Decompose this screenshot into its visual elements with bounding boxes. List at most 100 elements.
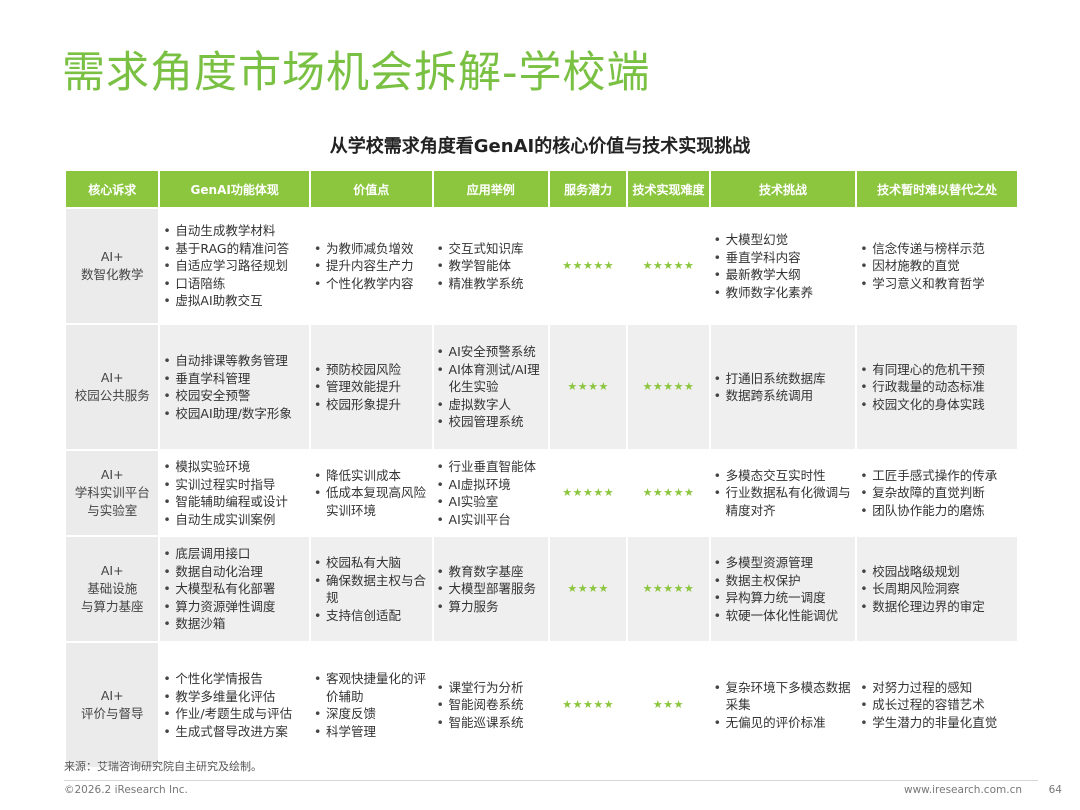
demand-line: AI+ bbox=[100, 563, 124, 578]
values-list: 校园私有大脑确保数据主权与合规支持信创适配 bbox=[314, 554, 429, 624]
table-row: AI+ 数智化教学 自动生成教学材料基于RAG的精准问答自适应学习路径规划口语陪练虚… bbox=[66, 207, 1017, 323]
difficulty-rating: ★★★★★ bbox=[628, 323, 709, 449]
list-item: 科学管理 bbox=[314, 723, 429, 741]
service-potential-rating: ★★★★ bbox=[550, 535, 627, 641]
service-potential-rating: ★★★★ bbox=[550, 323, 627, 449]
list-item: 信念传递与榜样示范 bbox=[860, 240, 1014, 258]
list-item: 成长过程的容错艺术 bbox=[860, 696, 1014, 714]
challenges-cell: 大模型幻觉垂直学科内容最新教学大纲教师数字化素养 bbox=[710, 207, 856, 323]
list-item: 虚拟AI助教交互 bbox=[163, 292, 306, 310]
values-list: 预防校园风险管理效能提升校园形象提升 bbox=[314, 361, 429, 414]
list-item: 自动生成教学材料 bbox=[163, 222, 306, 240]
list-item: 行业数据私有化微调与精度对齐 bbox=[714, 484, 853, 519]
list-item: 有同理心的危机干预 bbox=[860, 361, 1014, 379]
list-item: 教育数字基座 bbox=[437, 563, 545, 581]
list-item: 基于RAG的精准问答 bbox=[163, 240, 306, 258]
table-title: 从学校需求角度看GenAI的核心价值与技术实现挑战 bbox=[329, 136, 751, 157]
list-item: 大模型幻觉 bbox=[714, 231, 853, 249]
list-item: 深度反馈 bbox=[314, 705, 429, 723]
list-item: 支持信创适配 bbox=[314, 607, 429, 625]
list-item: 确保数据主权与合规 bbox=[314, 572, 429, 607]
page-title: 需求角度市场机会拆解-学校端 bbox=[62, 48, 651, 98]
list-item: 异构算力统一调度 bbox=[714, 589, 853, 607]
list-item: AI实训平台 bbox=[437, 511, 545, 529]
challenges-list: 复杂环境下多模态数据采集无偏见的评价标准 bbox=[714, 679, 853, 732]
challenges-list: 打通旧系统数据库数据跨系统调用 bbox=[714, 370, 853, 405]
list-item: 大模型私有化部署 bbox=[163, 580, 306, 598]
difficulty-rating: ★★★★★ bbox=[628, 535, 709, 641]
examples-cell: AI安全预警系统AI体育测试/AI理化生实验虚拟数字人校园管理系统 bbox=[433, 323, 548, 449]
list-item: 作业/考题生成与评估 bbox=[163, 705, 306, 723]
service-potential-rating: ★★★★★ bbox=[550, 449, 627, 535]
list-item: 垂直学科管理 bbox=[163, 370, 306, 388]
list-item: 校园形象提升 bbox=[314, 396, 429, 414]
table-row: AI+ 评价与督导 个性化学情报告教学多维量化评估作业/考题生成与评估生成式督导改进… bbox=[66, 641, 1017, 767]
irreplaceable-list: 对努力过程的感知成长过程的容错艺术学生潜力的非量化直觉 bbox=[860, 679, 1014, 732]
demand-line: AI+ bbox=[100, 370, 124, 385]
values-list: 客观快捷量化的评价辅助深度反馈科学管理 bbox=[314, 670, 429, 740]
list-item: 工匠手感式操作的传承 bbox=[860, 467, 1014, 485]
service-potential-rating: ★★★★★ bbox=[550, 207, 627, 323]
list-item: 数据自动化治理 bbox=[163, 563, 306, 581]
list-item: AI实验室 bbox=[437, 493, 545, 511]
list-item: 大模型部署服务 bbox=[437, 580, 545, 598]
demand-line: 数智化教学 bbox=[80, 267, 144, 282]
demand-cell: AI+ 学科实训平台 与实验室 bbox=[66, 449, 159, 535]
list-item: 教学智能体 bbox=[437, 257, 545, 275]
list-item: 智能巡课系统 bbox=[437, 714, 545, 732]
examples-cell: 教育数字基座大模型部署服务算力服务 bbox=[433, 535, 548, 641]
irreplaceable-list: 工匠手感式操作的传承复杂故障的直觉判断团队协作能力的磨炼 bbox=[860, 467, 1014, 520]
list-item: 打通旧系统数据库 bbox=[714, 370, 853, 388]
features-cell: 个性化学情报告教学多维量化评估作业/考题生成与评估生成式督导改进方案 bbox=[160, 641, 310, 767]
list-item: 实训过程实时指导 bbox=[163, 476, 306, 494]
list-item: 数据主权保护 bbox=[714, 572, 853, 590]
list-item: 校园文化的身体实践 bbox=[860, 396, 1014, 414]
demand-line: AI+ bbox=[100, 467, 124, 482]
demand-cell: AI+ 数智化教学 bbox=[66, 207, 159, 323]
column-header: 技术实现难度 bbox=[628, 171, 709, 207]
list-item: 个性化学情报告 bbox=[163, 670, 306, 688]
page-number: 64 bbox=[1048, 784, 1062, 796]
values-list: 降低实训成本低成本复现高风险实训环境 bbox=[314, 467, 429, 520]
column-header: 价值点 bbox=[311, 171, 432, 207]
table-header-row: 核心诉求 GenAI功能体现 价值点 应用举例 服务潜力 技术实现难度 技术挑战… bbox=[66, 171, 1017, 207]
list-item: 低成本复现高风险实训环境 bbox=[314, 484, 429, 519]
examples-list: 教育数字基座大模型部署服务算力服务 bbox=[437, 563, 545, 616]
list-item: 垂直学科内容 bbox=[714, 249, 853, 267]
list-item: 校园私有大脑 bbox=[314, 554, 429, 572]
examples-list: 行业垂直智能体AI虚拟环境AI实验室AI实训平台 bbox=[437, 458, 545, 528]
list-item: 预防校园风险 bbox=[314, 361, 429, 379]
list-item: 提升内容生产力 bbox=[314, 257, 429, 275]
list-item: 校园安全预警 bbox=[163, 387, 306, 405]
footer-website: www.iresearch.com.cn bbox=[903, 784, 1022, 796]
list-item: AI虚拟环境 bbox=[437, 476, 545, 494]
footer-copyright: ©2026.2 iResearch Inc. bbox=[64, 784, 188, 796]
list-item: 口语陪练 bbox=[163, 275, 306, 293]
irreplaceable-cell: 校园战略级规划长周期风险洞察数据伦理边界的审定 bbox=[857, 535, 1017, 641]
list-item: 复杂环境下多模态数据采集 bbox=[714, 679, 853, 714]
features-cell: 自动生成教学材料基于RAG的精准问答自适应学习路径规划口语陪练虚拟AI助教交互 bbox=[160, 207, 310, 323]
list-item: 智能辅助编程或设计 bbox=[163, 493, 306, 511]
irreplaceable-cell: 工匠手感式操作的传承复杂故障的直觉判断团队协作能力的磨炼 bbox=[857, 449, 1017, 535]
values-cell: 预防校园风险管理效能提升校园形象提升 bbox=[311, 323, 432, 449]
list-item: 自动生成实训案例 bbox=[163, 511, 306, 529]
list-item: 教学多维量化评估 bbox=[163, 688, 306, 706]
features-list: 自动排课等教务管理垂直学科管理校园安全预警校园AI助理/数字形象 bbox=[163, 352, 306, 422]
features-cell: 模拟实验环境实训过程实时指导智能辅助编程或设计自动生成实训案例 bbox=[160, 449, 310, 535]
challenges-list: 大模型幻觉垂直学科内容最新教学大纲教师数字化素养 bbox=[714, 231, 853, 301]
list-item: 数据沙箱 bbox=[163, 615, 306, 633]
irreplaceable-cell: 信念传递与榜样示范因材施教的直觉学习意义和教育哲学 bbox=[857, 207, 1017, 323]
column-header: 核心诉求 bbox=[66, 171, 159, 207]
challenges-cell: 复杂环境下多模态数据采集无偏见的评价标准 bbox=[710, 641, 856, 767]
demand-line: AI+ bbox=[100, 249, 124, 264]
features-cell: 自动排课等教务管理垂直学科管理校园安全预警校园AI助理/数字形象 bbox=[160, 323, 310, 449]
list-item: 学习意义和教育哲学 bbox=[860, 275, 1014, 293]
features-list: 底层调用接口数据自动化治理大模型私有化部署算力资源弹性调度数据沙箱 bbox=[163, 545, 306, 633]
list-item: 行政裁量的动态标准 bbox=[860, 378, 1014, 396]
list-item: 客观快捷量化的评价辅助 bbox=[314, 670, 429, 705]
irreplaceable-cell: 有同理心的危机干预行政裁量的动态标准校园文化的身体实践 bbox=[857, 323, 1017, 449]
list-item: AI安全预警系统 bbox=[437, 343, 545, 361]
irreplaceable-list: 信念传递与榜样示范因材施教的直觉学习意义和教育哲学 bbox=[860, 240, 1014, 293]
value-challenge-table: 核心诉求 GenAI功能体现 价值点 应用举例 服务潜力 技术实现难度 技术挑战… bbox=[64, 171, 1019, 767]
features-list: 自动生成教学材料基于RAG的精准问答自适应学习路径规划口语陪练虚拟AI助教交互 bbox=[163, 222, 306, 310]
